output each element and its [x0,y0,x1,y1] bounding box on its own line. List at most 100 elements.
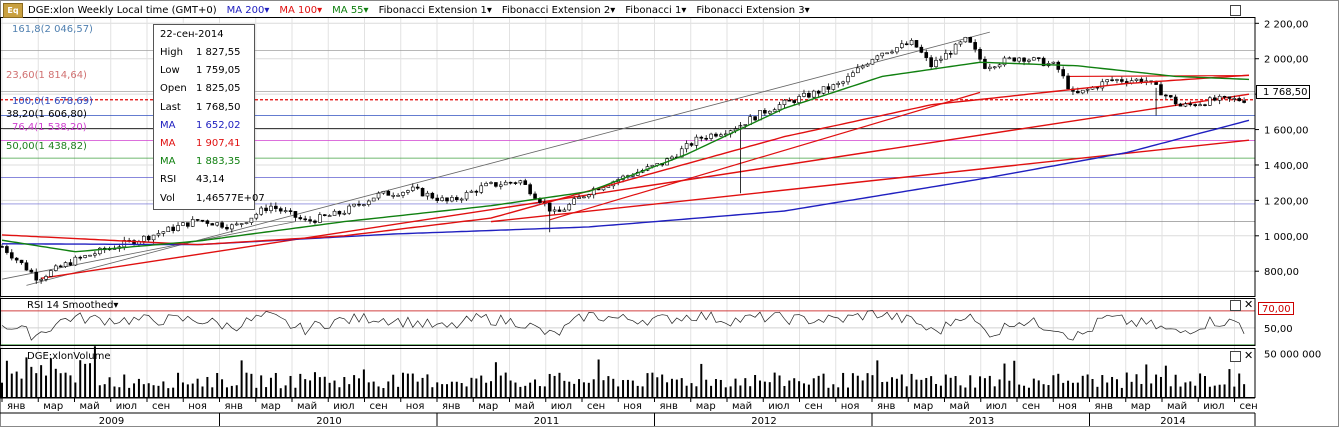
legend-item-1[interactable]: MA 100▾ [279,4,323,16]
candle-body [1188,103,1193,106]
candle-body [357,203,361,206]
candle-body [200,219,205,222]
year-label: 2010 [316,416,341,427]
volume-bar [534,379,537,397]
volume-bar [397,386,400,397]
rsi-pane-title[interactable]: RSI 14 Smoothed▾ [27,300,118,311]
legend-item-6[interactable]: Fibonacci Extension 3▾ [696,4,810,16]
candle-body [552,209,557,212]
candle-body [215,222,219,226]
volume-bar [245,372,248,397]
volume-bar [304,379,307,397]
candle-body [176,225,180,231]
candle-body [1237,98,1242,102]
info-key: High [160,47,183,58]
volume-bar [25,357,28,397]
candle-body [1120,79,1124,82]
volume-bar [1047,385,1050,397]
candle-body [474,190,479,193]
volume-bar [255,387,258,397]
month-label: май [950,401,970,412]
maximize-pane-button[interactable] [1230,5,1241,16]
candle-body [587,194,591,198]
volume-bar [108,377,111,397]
volume-bar [181,382,184,397]
candle-body [39,278,43,281]
volume-bar [98,385,101,397]
volume-bar [881,382,884,397]
volume-bar [147,383,150,397]
legend-item-0[interactable]: MA 200▾ [226,4,270,16]
candle-body [836,82,841,85]
moving-averages [1,61,1250,253]
candle-body [142,235,146,242]
candle-body [875,55,880,60]
candle-body [860,65,865,69]
volume-bar [939,385,942,397]
candle-body [714,133,718,137]
candle-body [14,257,19,261]
volume-bar [851,373,854,397]
volume-bar [910,373,913,397]
candle-body [308,219,312,222]
equity-logo: Eq [3,3,23,18]
legend-item-5[interactable]: Fibonacci 1▾ [625,4,687,16]
volume-bar [597,359,600,397]
volume-bar [861,380,864,397]
fib-label: 161,8(2 046,57) [12,24,93,35]
candle-body [362,204,366,206]
volume-bar [636,385,639,397]
volume-maximize-button[interactable] [1230,351,1241,362]
rsi-line [0,310,1255,346]
volume-bar [714,379,717,397]
candle-body [831,84,836,90]
candle-body [484,183,488,187]
candle-body [1085,88,1090,91]
volume-bar [925,377,928,397]
month-label: ноя [841,401,860,412]
volume-bar [392,374,395,397]
candle-body [1178,103,1183,107]
volume-bar [1140,383,1143,397]
legend-item-4[interactable]: Fibonacci Extension 2▾ [501,4,616,16]
rsi-close-icon[interactable]: ✕ [1244,298,1254,311]
month-label: сен [587,401,605,412]
volume-bar [1179,386,1182,397]
candle-body [464,192,469,200]
candle-body [459,198,464,201]
rsi-maximize-button[interactable] [1230,300,1241,311]
candle-body [929,57,933,68]
volume-bar [974,387,977,397]
year-label: 2012 [751,416,776,427]
volume-bar [196,378,199,397]
volume-bar [162,381,165,397]
legend-item-3[interactable]: Fibonacci Extension 1▾ [378,4,492,16]
fib-label: 38,20(1 606,80) [6,109,87,120]
legend-item-2[interactable]: MA 55▾ [332,4,369,16]
volume-bar [930,376,933,397]
volume-bar [426,374,429,397]
volume-bar [279,388,282,397]
volume-bar [84,363,87,397]
candle-body [508,181,513,184]
candle-body [572,198,576,205]
candle-body [53,265,58,271]
volume-bar [142,384,145,397]
month-label: ноя [1058,401,1077,412]
candle-body [161,231,166,234]
volume-close-icon[interactable]: ✕ [1244,349,1254,362]
volume-bar [20,378,23,397]
candle-body [1110,79,1114,82]
candle-body [171,226,175,231]
volume-bar [754,374,757,397]
volume-bar [656,377,659,397]
candle-body [528,184,532,195]
volume-bar [744,378,747,397]
symbol-label[interactable]: DGE:xlon Weekly Local time (GMT+0) [28,4,217,16]
volume-bar [876,360,879,397]
rsi-dropdown-icon[interactable]: ▾ [113,300,119,311]
volume-bar [460,383,463,397]
volume-bar [289,375,292,397]
candle-body [58,265,63,268]
info-key: MA [160,156,176,168]
